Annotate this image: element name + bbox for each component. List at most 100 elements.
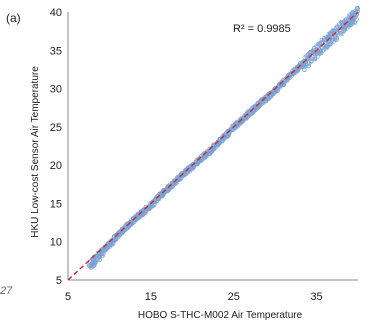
data-point xyxy=(187,165,192,170)
data-point xyxy=(261,100,266,105)
data-point xyxy=(338,31,344,36)
data-point xyxy=(150,204,156,209)
data-point xyxy=(328,42,333,47)
data-point xyxy=(170,181,175,187)
data-point xyxy=(90,263,95,268)
data-point xyxy=(191,164,196,169)
x-tick-label: 35 xyxy=(310,291,322,303)
data-point xyxy=(348,23,353,28)
data-point xyxy=(226,133,231,139)
y-axis-label: HKU Low-cost Sensor Air Temperature xyxy=(30,66,41,238)
data-point xyxy=(90,260,95,265)
panel-label: (a) xyxy=(6,11,21,25)
data-point xyxy=(306,61,311,66)
data-point xyxy=(164,186,169,191)
data-point xyxy=(296,63,302,69)
y-tick-label: 10 xyxy=(50,237,62,249)
data-point xyxy=(253,108,258,113)
data-point xyxy=(111,238,117,243)
x-tick-labels: 5 15 25 35 xyxy=(65,291,323,303)
data-point xyxy=(107,244,113,249)
data-point xyxy=(315,43,320,49)
data-point xyxy=(97,257,102,262)
data-point xyxy=(305,52,310,57)
data-point xyxy=(323,40,328,45)
data-point xyxy=(285,74,290,80)
data-point xyxy=(99,252,105,257)
data-point xyxy=(350,19,355,24)
x-axis-label: HOBO S-THC-M002 Air Temperature xyxy=(138,310,303,321)
data-point xyxy=(343,17,348,22)
data-point xyxy=(270,92,275,97)
data-point xyxy=(244,112,249,117)
data-point xyxy=(322,38,327,43)
data-point xyxy=(195,157,200,162)
y-tick-label: 35 xyxy=(50,45,62,57)
data-point xyxy=(339,20,344,26)
data-point xyxy=(219,138,225,143)
data-point xyxy=(319,40,324,45)
data-point xyxy=(138,210,143,215)
data-point xyxy=(138,209,143,215)
data-point xyxy=(96,255,102,260)
data-point xyxy=(189,164,194,169)
data-point xyxy=(319,50,324,55)
data-point xyxy=(120,230,125,235)
data-point xyxy=(220,138,225,143)
data-point xyxy=(321,36,326,41)
data-point xyxy=(316,50,322,55)
data-point xyxy=(95,254,101,259)
edge-text: 27 xyxy=(0,285,13,297)
data-point xyxy=(302,63,307,68)
data-point xyxy=(209,149,215,154)
data-point xyxy=(131,220,136,225)
data-point xyxy=(328,32,333,37)
r-squared-annotation: R² = 0.9985 xyxy=(233,23,291,35)
data-point xyxy=(338,25,343,30)
data-point xyxy=(137,214,142,220)
data-point xyxy=(264,94,269,99)
data-point xyxy=(148,204,153,210)
scatter-points xyxy=(86,5,360,270)
data-point xyxy=(249,111,254,116)
data-point xyxy=(324,44,330,49)
data-point xyxy=(86,263,91,268)
data-point xyxy=(129,222,134,227)
data-point xyxy=(179,173,184,178)
y-tick-label: 40 xyxy=(50,7,62,19)
x-tick-label: 15 xyxy=(145,291,157,303)
data-point xyxy=(92,263,97,268)
x-tick-label: 25 xyxy=(228,291,240,303)
y-tick-label: 25 xyxy=(50,122,62,134)
data-point xyxy=(310,56,316,61)
y-tick-labels: 5 10 15 20 25 30 35 40 xyxy=(50,7,62,287)
data-point xyxy=(228,127,233,132)
data-point xyxy=(313,57,318,62)
data-point xyxy=(211,145,217,151)
data-point xyxy=(170,180,175,185)
data-point xyxy=(342,27,347,32)
x-tick-label: 5 xyxy=(65,291,71,303)
data-point xyxy=(256,104,261,110)
data-point xyxy=(315,54,320,59)
data-point xyxy=(142,211,147,216)
data-point xyxy=(253,105,258,110)
fit-line xyxy=(67,11,359,281)
data-point xyxy=(311,46,317,51)
y-tick-label: 30 xyxy=(50,84,62,96)
data-point xyxy=(186,166,191,171)
data-point xyxy=(337,31,342,36)
data-point xyxy=(302,67,307,72)
data-point xyxy=(331,28,336,34)
data-point xyxy=(156,194,161,199)
data-point xyxy=(177,177,183,182)
data-point xyxy=(114,237,119,242)
y-tick-label: 15 xyxy=(50,198,62,210)
data-point xyxy=(352,20,358,25)
data-point xyxy=(323,46,328,51)
data-point xyxy=(327,38,333,44)
data-point xyxy=(212,144,217,149)
data-point xyxy=(302,58,307,63)
y-tick-label: 5 xyxy=(56,275,62,287)
